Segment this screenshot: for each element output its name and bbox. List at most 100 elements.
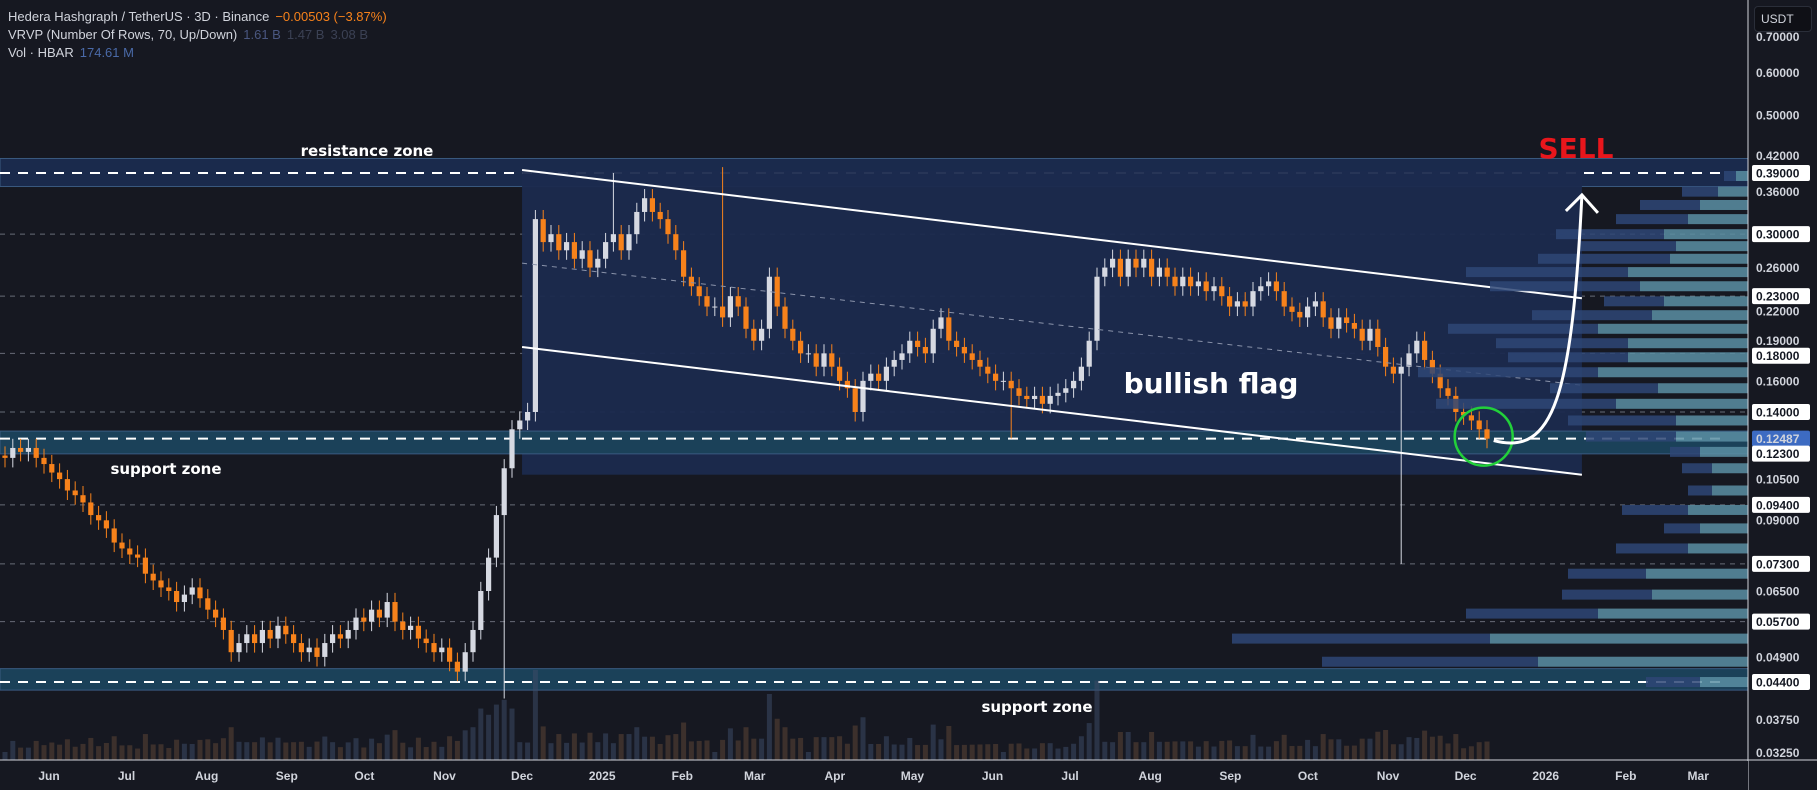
candle xyxy=(1063,379,1069,403)
candle xyxy=(314,638,320,667)
vrvp-down: 1.47 B xyxy=(286,27,325,42)
candle xyxy=(1110,249,1116,278)
volume-bar xyxy=(1328,739,1334,760)
time-tick-label: May xyxy=(901,769,925,783)
candle xyxy=(1094,267,1100,351)
vrvp-label: VRVP (Number Of Rows, 70, Up/Down) xyxy=(8,27,238,42)
volume-bar xyxy=(1102,741,1108,760)
volume-bar xyxy=(1117,731,1123,760)
candle-body xyxy=(197,587,203,599)
volume-bar xyxy=(595,742,601,760)
candle-body xyxy=(837,366,843,381)
candle xyxy=(462,643,468,682)
volume-bar xyxy=(790,738,796,760)
candle xyxy=(72,481,78,505)
candle-body xyxy=(618,234,624,251)
candle-body xyxy=(961,346,967,354)
volume-row[interactable]: Vol · HBAR 174.61 M xyxy=(8,44,387,62)
candle-body xyxy=(704,296,710,307)
candle xyxy=(353,608,359,640)
candle xyxy=(49,454,55,483)
symbol-row[interactable]: Hedera Hashgraph / TetherUS · 3D · Binan… xyxy=(8,8,387,26)
volume-bar xyxy=(977,744,983,760)
candle xyxy=(1390,357,1396,384)
volume-bar xyxy=(1141,742,1147,760)
volume-bar xyxy=(860,717,866,760)
candle xyxy=(961,337,967,363)
volume-bar xyxy=(805,752,811,760)
candle xyxy=(330,625,336,653)
volume-bar xyxy=(1242,746,1248,760)
candle-body xyxy=(1297,311,1303,318)
time-tick-label: Mar xyxy=(1688,769,1710,783)
candle-body xyxy=(205,598,211,610)
volume-bar xyxy=(634,727,640,760)
candle xyxy=(298,633,304,662)
volume-bar xyxy=(384,734,390,760)
candle xyxy=(376,600,382,628)
candle xyxy=(743,297,749,339)
candle-body xyxy=(72,490,78,496)
price-label-badge xyxy=(1752,430,1810,447)
volume-bar xyxy=(1063,746,1069,760)
volume-value: 174.61 M xyxy=(79,45,134,60)
volume-bar xyxy=(665,735,671,760)
candle-body xyxy=(400,621,406,630)
candle-body xyxy=(977,359,983,367)
candle-body xyxy=(1125,258,1131,277)
candle-body xyxy=(259,629,265,644)
candle xyxy=(423,629,429,653)
candle-body xyxy=(283,625,289,635)
arrow-head-icon xyxy=(1564,192,1600,214)
candle xyxy=(969,344,975,370)
candle-body xyxy=(556,234,562,251)
candle-body xyxy=(907,340,913,354)
volume-bar xyxy=(712,752,718,760)
candle xyxy=(1188,267,1194,296)
volume-bar xyxy=(439,746,445,760)
candle xyxy=(766,267,772,339)
flag-lower-line xyxy=(521,345,1583,476)
candle xyxy=(805,344,811,363)
candle xyxy=(2,446,8,468)
volume-bar xyxy=(135,748,141,760)
profile-up-bar xyxy=(1688,543,1748,554)
volume-bar xyxy=(525,742,531,760)
price-tick-label: 0.26000 xyxy=(1756,261,1800,275)
candle-body xyxy=(688,276,694,287)
volume-bar xyxy=(766,693,772,760)
candle-body xyxy=(174,590,180,603)
candle-body xyxy=(454,661,460,672)
volume-bar xyxy=(1000,752,1006,760)
candle xyxy=(993,364,999,391)
candle-body xyxy=(1484,429,1490,439)
volume-bar xyxy=(1188,741,1194,760)
candle xyxy=(337,625,343,649)
candle-body xyxy=(470,629,476,653)
volume-bar xyxy=(993,743,999,760)
candle xyxy=(1117,249,1123,287)
volume-bar xyxy=(548,743,554,760)
profile-down-bar xyxy=(1670,446,1700,457)
candle xyxy=(400,612,406,640)
volume-profile-row xyxy=(1586,431,1748,442)
candle xyxy=(696,277,702,306)
volume-bar xyxy=(1320,734,1326,760)
candle xyxy=(1429,350,1435,384)
candle-body xyxy=(1320,301,1326,318)
volume-bar xyxy=(813,737,819,760)
currency-unit-button[interactable]: USDT xyxy=(1754,6,1812,32)
candle xyxy=(205,589,211,620)
candle-body xyxy=(1367,328,1373,341)
candle xyxy=(954,331,960,357)
candle-body xyxy=(80,495,86,503)
profile-up-bar xyxy=(1670,253,1748,264)
volume-bar xyxy=(400,742,406,760)
time-tick-label: Oct xyxy=(1298,769,1318,783)
volume-profile-row xyxy=(1418,367,1748,378)
volume-bar xyxy=(1273,741,1279,760)
volume-profile-row xyxy=(1538,253,1748,264)
candle-body xyxy=(938,317,944,329)
vrvp-row[interactable]: VRVP (Number Of Rows, 70, Up/Down) 1.61 B… xyxy=(8,26,387,44)
